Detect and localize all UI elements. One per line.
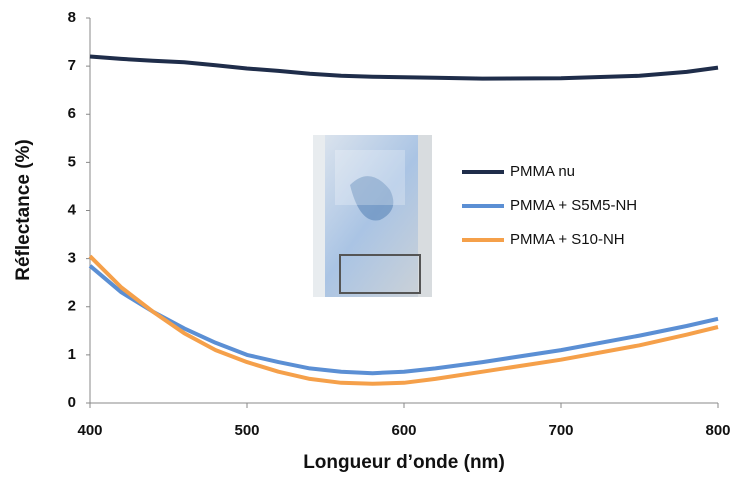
y-tick-label: 6: [68, 105, 76, 122]
x-axis-title: Longueur d’onde (nm): [303, 452, 505, 473]
x-tick-label: 600: [391, 422, 416, 439]
y-tick-label: 7: [68, 57, 76, 74]
y-tick-label: 8: [68, 9, 76, 26]
x-tick-label: 800: [705, 422, 730, 439]
y-tick-label: 5: [68, 153, 76, 170]
y-axis-title: Réflectance (%): [13, 139, 34, 281]
y-tick-label: 2: [68, 298, 76, 315]
legend-label: PMMA nu: [510, 163, 575, 180]
x-tick-label: 400: [77, 422, 102, 439]
y-tick-label: 3: [68, 250, 76, 267]
y-tick-label: 4: [68, 201, 77, 218]
legend-label: PMMA + S10-NH: [510, 231, 625, 248]
x-tick-label: 500: [234, 422, 259, 439]
x-tick-label: 700: [548, 422, 573, 439]
inset-photo: [313, 135, 432, 297]
y-tick-label: 0: [68, 394, 76, 411]
series-line: [89, 54, 719, 81]
y-tick-label: 1: [68, 346, 76, 363]
legend-label: PMMA + S5M5-NH: [510, 197, 637, 214]
series-line: [88, 254, 719, 386]
series-line: [88, 264, 719, 376]
